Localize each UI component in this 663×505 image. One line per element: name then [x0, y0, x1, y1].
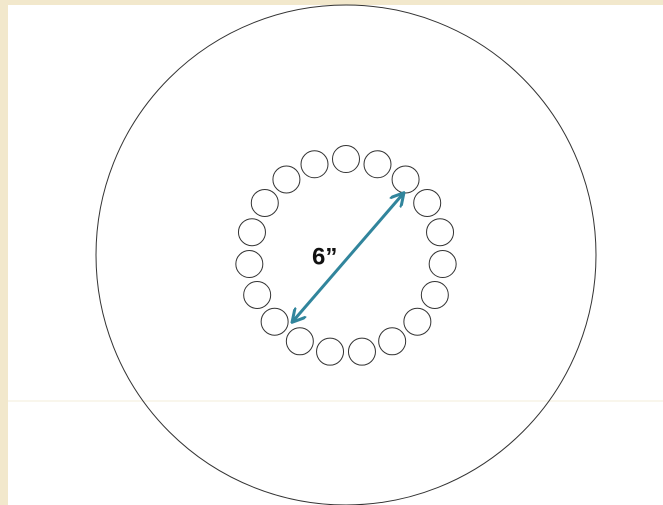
bolt-hole: [413, 188, 442, 217]
bolt-hole: [378, 327, 407, 356]
bolt-hole: [428, 250, 457, 279]
bolt-hole: [332, 145, 360, 173]
dimension-arrow: [294, 195, 402, 320]
bolt-hole: [237, 218, 266, 247]
bolt-hole: [260, 307, 289, 336]
bolt-hole: [285, 327, 314, 356]
bolt-hole: [391, 165, 420, 194]
bolt-hole: [250, 188, 279, 217]
bolt-hole: [316, 337, 345, 366]
dimension-label: 6”: [312, 243, 337, 270]
bolt-hole: [272, 165, 301, 194]
bolt-hole: [235, 250, 264, 279]
bolt-hole: [243, 280, 272, 309]
bolt-ring: [235, 145, 457, 366]
bolt-hole: [426, 218, 455, 247]
bolt-hole: [300, 150, 329, 179]
outer-circle: [95, 4, 597, 505]
bolt-hole: [403, 307, 432, 336]
bolt-hole: [420, 280, 449, 309]
bolt-hole: [363, 150, 392, 179]
bolt-hole: [347, 337, 376, 366]
